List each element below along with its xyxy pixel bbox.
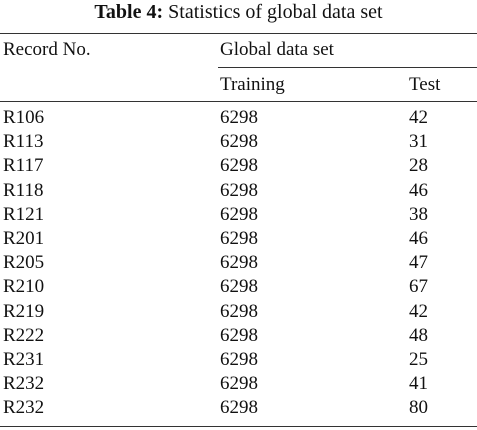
header-training: Training xyxy=(220,74,285,95)
cell-record: R117 xyxy=(3,155,44,177)
cell-training: 6298 xyxy=(220,155,258,177)
cell-training: 6298 xyxy=(220,107,258,128)
cell-record: R205 xyxy=(3,252,45,274)
cell-test: 80 xyxy=(409,397,428,419)
header-group: Global data set xyxy=(220,39,334,60)
cell-record: R106 xyxy=(3,107,45,128)
cell-record: R232 xyxy=(3,397,45,419)
cell-training: 6298 xyxy=(220,397,258,419)
cell-test: 31 xyxy=(409,131,428,153)
caption-label: Table 4: xyxy=(94,1,164,23)
bottom-rule xyxy=(0,426,477,427)
cell-test: 42 xyxy=(409,300,428,322)
cell-training: 6298 xyxy=(220,131,258,153)
cell-test: 46 xyxy=(409,179,428,201)
cell-training: 6298 xyxy=(220,276,258,298)
cell-training: 6298 xyxy=(220,179,258,201)
cell-record: R219 xyxy=(3,300,45,322)
header-record: Record No. xyxy=(3,39,91,60)
cell-test: 47 xyxy=(409,252,428,274)
cell-record: R201 xyxy=(3,228,45,249)
cell-record: R231 xyxy=(3,349,45,370)
cell-test: 46 xyxy=(409,228,428,249)
cell-record: R232 xyxy=(3,373,45,395)
cell-test: 38 xyxy=(409,203,428,225)
cell-test: 42 xyxy=(409,107,428,128)
cell-record: R222 xyxy=(3,324,45,346)
caption: Table 4: Statistics of global data set xyxy=(0,1,477,23)
cell-training: 6298 xyxy=(220,203,258,225)
cell-record: R118 xyxy=(3,179,44,201)
cell-training: 6298 xyxy=(220,324,258,346)
caption-text: Statistics of global data set xyxy=(168,1,383,23)
cell-training: 6298 xyxy=(220,373,258,395)
cell-test: 48 xyxy=(409,324,428,346)
cell-training: 6298 xyxy=(220,228,258,249)
cell-test: 28 xyxy=(409,155,428,177)
cell-record: R210 xyxy=(3,276,45,298)
cell-record: R113 xyxy=(3,131,44,153)
cell-training: 6298 xyxy=(220,300,258,322)
header-test: Test xyxy=(409,74,441,95)
cell-test: 25 xyxy=(409,349,428,370)
header-rule xyxy=(0,101,477,102)
cell-record: R121 xyxy=(3,203,45,225)
cell-test: 41 xyxy=(409,373,428,395)
cell-training: 6298 xyxy=(220,252,258,274)
cell-test: 67 xyxy=(409,276,428,298)
cell-training: 6298 xyxy=(220,349,258,370)
top-rule xyxy=(0,33,477,34)
group-rule xyxy=(218,67,477,68)
